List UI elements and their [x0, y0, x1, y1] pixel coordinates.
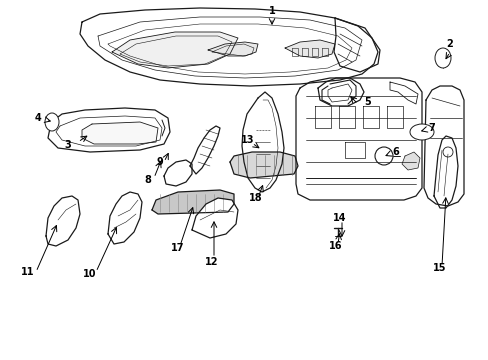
Text: 5: 5: [364, 97, 370, 107]
Polygon shape: [163, 160, 192, 186]
Polygon shape: [82, 122, 158, 144]
Polygon shape: [433, 136, 457, 208]
Polygon shape: [192, 198, 238, 238]
Ellipse shape: [409, 124, 433, 140]
Text: 3: 3: [64, 140, 71, 150]
Text: 18: 18: [249, 193, 262, 203]
Polygon shape: [242, 92, 284, 192]
Polygon shape: [317, 78, 363, 106]
Ellipse shape: [45, 113, 59, 131]
Text: 6: 6: [392, 147, 399, 157]
Polygon shape: [48, 108, 170, 152]
Text: 15: 15: [432, 263, 446, 273]
Text: 8: 8: [144, 175, 151, 185]
Polygon shape: [401, 152, 419, 170]
Polygon shape: [207, 42, 258, 56]
Polygon shape: [190, 126, 220, 174]
Text: 11: 11: [21, 267, 35, 277]
Text: 9: 9: [156, 157, 163, 167]
Ellipse shape: [434, 48, 450, 68]
Polygon shape: [112, 32, 238, 68]
Polygon shape: [229, 152, 297, 178]
Text: 16: 16: [328, 241, 342, 251]
Text: 12: 12: [205, 257, 218, 267]
Text: 14: 14: [332, 213, 346, 223]
Text: 7: 7: [428, 123, 434, 133]
Text: 1: 1: [268, 6, 275, 16]
Polygon shape: [423, 86, 463, 206]
Polygon shape: [285, 40, 334, 58]
Text: 13: 13: [241, 135, 254, 145]
Polygon shape: [80, 8, 377, 86]
Polygon shape: [295, 78, 421, 200]
Polygon shape: [108, 192, 142, 244]
Text: 4: 4: [35, 113, 41, 123]
Polygon shape: [333, 18, 379, 72]
Polygon shape: [389, 82, 417, 104]
Polygon shape: [46, 196, 80, 246]
Text: 17: 17: [171, 243, 184, 253]
Polygon shape: [152, 190, 234, 214]
Text: 2: 2: [446, 39, 452, 49]
Text: 10: 10: [83, 269, 97, 279]
